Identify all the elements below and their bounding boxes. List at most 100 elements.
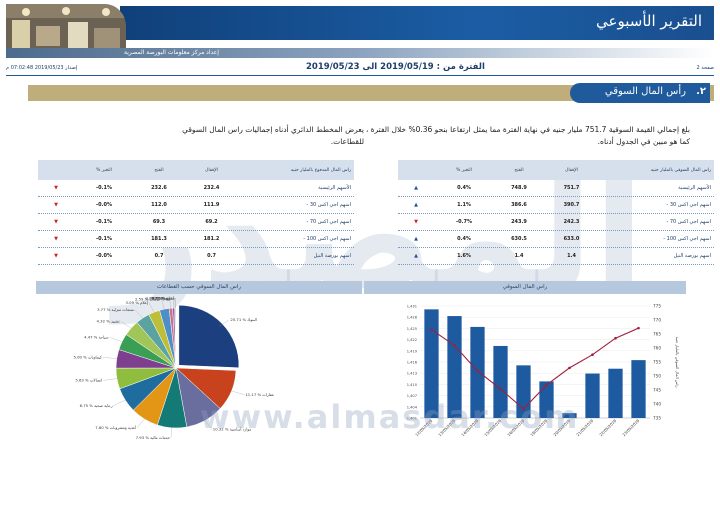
pie-slice-label: 3.77 % منتجات منزلية bbox=[97, 307, 134, 312]
report-period: الفترة من : 2019/05/19 الى 2019/05/23 bbox=[306, 62, 485, 72]
pie-leader-line bbox=[219, 319, 230, 327]
down-arrow-icon: ▼ bbox=[54, 202, 58, 208]
cell-name: اسهم بورصة النيل bbox=[313, 253, 351, 259]
left-tick-label: 1,401 bbox=[407, 417, 417, 421]
report-title: التقرير الأسبوعي bbox=[596, 12, 702, 30]
right-tick-label: 750 bbox=[653, 374, 661, 379]
section-band bbox=[28, 85, 714, 101]
left-tick-label: 1,425 bbox=[407, 327, 417, 331]
pie-slice-label: 5.00 % كيماويات bbox=[73, 354, 102, 359]
pie-slice-label: 6.75 % رعاية صحية bbox=[80, 403, 113, 408]
up-arrow-icon: ▲ bbox=[414, 185, 418, 191]
pie-slice-label: 10.32 % موارد أساسية bbox=[213, 427, 251, 432]
pie-leader-line bbox=[109, 337, 123, 342]
x-tick-label: 13/05/2019 bbox=[437, 418, 456, 437]
table-row: - اسهم اجي اكس 30 390.7 386.6 1.1% ▲ bbox=[398, 197, 714, 214]
cell-name: الأسهم الرئيسية bbox=[678, 185, 711, 191]
cell-open: 386.6 bbox=[511, 202, 527, 208]
left-tick-label: 1,407 bbox=[407, 394, 417, 398]
pie-slice-label: 0.22 % أخرى bbox=[151, 296, 174, 300]
pie-slice-label: 0.13 % متنوع bbox=[152, 296, 175, 300]
pie-leader-line bbox=[120, 321, 132, 329]
right-tick-label: 740 bbox=[653, 402, 661, 407]
pie-leader-line bbox=[136, 418, 145, 428]
table-row: - اسهم اجي اكس 30 111.9 112.0 -0.0% ▼ bbox=[38, 197, 354, 214]
cell-change: 0.4% bbox=[457, 236, 471, 242]
col-header-open: الفتح bbox=[514, 167, 524, 173]
left-tick-label: 1,419 bbox=[407, 349, 418, 353]
line-point bbox=[614, 336, 617, 340]
x-tick-label: 19/05/2019 bbox=[529, 418, 548, 437]
pie-slice-label: 4.47 % سياحة bbox=[84, 335, 108, 340]
pie-intro-paragraph: يعرض المخطط الدائري أدناه إجماليات راس ا… bbox=[182, 125, 364, 146]
header-banner bbox=[120, 6, 714, 40]
pie-leader-line bbox=[102, 357, 117, 359]
cell-close: 751.7 bbox=[563, 185, 580, 191]
col-header-name: راس المال المدفوع بالمليار جنيه bbox=[290, 167, 351, 173]
cell-name: - اسهم اجي اكس 30 bbox=[666, 202, 711, 208]
cell-change: -0.1% bbox=[96, 219, 112, 225]
pie-slice-label: 4.32 % تشييد bbox=[97, 319, 120, 324]
y-axis-label: راس المال السوقي بالمليار جنيه bbox=[675, 337, 680, 388]
bar bbox=[470, 326, 485, 418]
section-number: .٢ bbox=[696, 86, 706, 97]
sector-pie-chart: 25.71 % البنوك 11.17 % عقارات 10.32 % موار… bbox=[73, 296, 274, 440]
table-row: - اسهم اجي اكس 70 69.2 69.3 -0.1% ▼ bbox=[38, 214, 354, 231]
pie-slice bbox=[178, 304, 240, 368]
cell-name: - اسهم اجي اكس 70 bbox=[666, 219, 711, 225]
pie-leader-line bbox=[148, 302, 155, 313]
col-header-close: الإقفال bbox=[205, 167, 218, 173]
cell-close: 633.0 bbox=[563, 236, 580, 242]
down-arrow-icon: ▼ bbox=[54, 219, 58, 225]
col-header-change: % التغير bbox=[456, 167, 472, 173]
page-number: صفحة 2 bbox=[696, 65, 714, 71]
bar bbox=[447, 316, 462, 418]
cell-change: -0.1% bbox=[96, 185, 112, 191]
cell-open: 0.7 bbox=[154, 253, 164, 259]
down-arrow-icon: ▼ bbox=[54, 236, 58, 242]
pie-slice-label: 2.59 % خدمات bbox=[135, 297, 161, 302]
series-line bbox=[431, 327, 639, 410]
pie-leader-line bbox=[170, 427, 173, 438]
down-arrow-icon: ▼ bbox=[414, 219, 418, 225]
right-tick-label: 765 bbox=[653, 332, 661, 337]
down-arrow-icon: ▼ bbox=[54, 185, 58, 191]
left-tick-label: 1,416 bbox=[407, 361, 418, 365]
meta-line: إصدار 2019/05/23 07:02:48 م الفترة من : … bbox=[6, 62, 714, 76]
line-point bbox=[637, 326, 640, 330]
cell-close: 111.9 bbox=[203, 202, 220, 208]
x-tick-label: 12/05/2019 bbox=[414, 418, 433, 437]
bar bbox=[608, 368, 623, 418]
bar-chart-title: راس المال السوقي bbox=[364, 281, 686, 294]
col-header-name: راس المال السوقي بالمليار جنيه bbox=[650, 167, 711, 173]
left-tick-label: 1,410 bbox=[407, 383, 418, 387]
pie-leader-line bbox=[134, 309, 143, 319]
paid-capital-table: راس المال المدفوع بالمليار جنيه الإقفال … bbox=[38, 160, 354, 265]
table-row: اسهم بورصة النيل 0.7 0.7 -0.0% ▼ bbox=[38, 248, 354, 265]
cell-close: 0.7 bbox=[207, 253, 216, 259]
bar bbox=[562, 413, 577, 418]
table-row: اسهم بورصة النيل 1.4 1.4 1.6% ▲ bbox=[398, 248, 714, 265]
x-tick-label: 15/05/2019 bbox=[483, 418, 502, 437]
pie-leader-line bbox=[113, 400, 126, 406]
cell-open: 243.9 bbox=[511, 219, 527, 225]
pie-leader-line bbox=[169, 298, 172, 309]
header-photo bbox=[6, 4, 126, 56]
bar bbox=[631, 360, 646, 418]
pie-slice-label: 0.93 % تجزئة bbox=[145, 296, 168, 301]
line-point bbox=[499, 387, 502, 391]
x-tick-label: 22/05/2019 bbox=[598, 418, 617, 437]
cell-change: -0.0% bbox=[96, 253, 112, 259]
bar bbox=[539, 381, 554, 418]
cell-name: - اسهم اجي اكس 70 bbox=[306, 219, 351, 225]
line-point bbox=[591, 353, 594, 357]
left-tick-label: 1,422 bbox=[407, 338, 417, 342]
cell-name: الأسهم الرئيسية bbox=[318, 185, 351, 191]
pie-chart-title: راس المال السوقي حسب القطاعات bbox=[36, 281, 362, 294]
up-arrow-icon: ▲ bbox=[414, 253, 418, 259]
left-tick-label: 1,428 bbox=[407, 316, 418, 320]
cell-change: 1.6% bbox=[457, 253, 471, 259]
right-tick-label: 755 bbox=[653, 360, 661, 365]
cell-name: - اسهم اجي اكس 100 bbox=[663, 236, 711, 242]
market-cap-bar-line-chart: 1,401 1,404 1,407 1,410 1,413 1,416 1,419 1,422… bbox=[407, 304, 680, 438]
